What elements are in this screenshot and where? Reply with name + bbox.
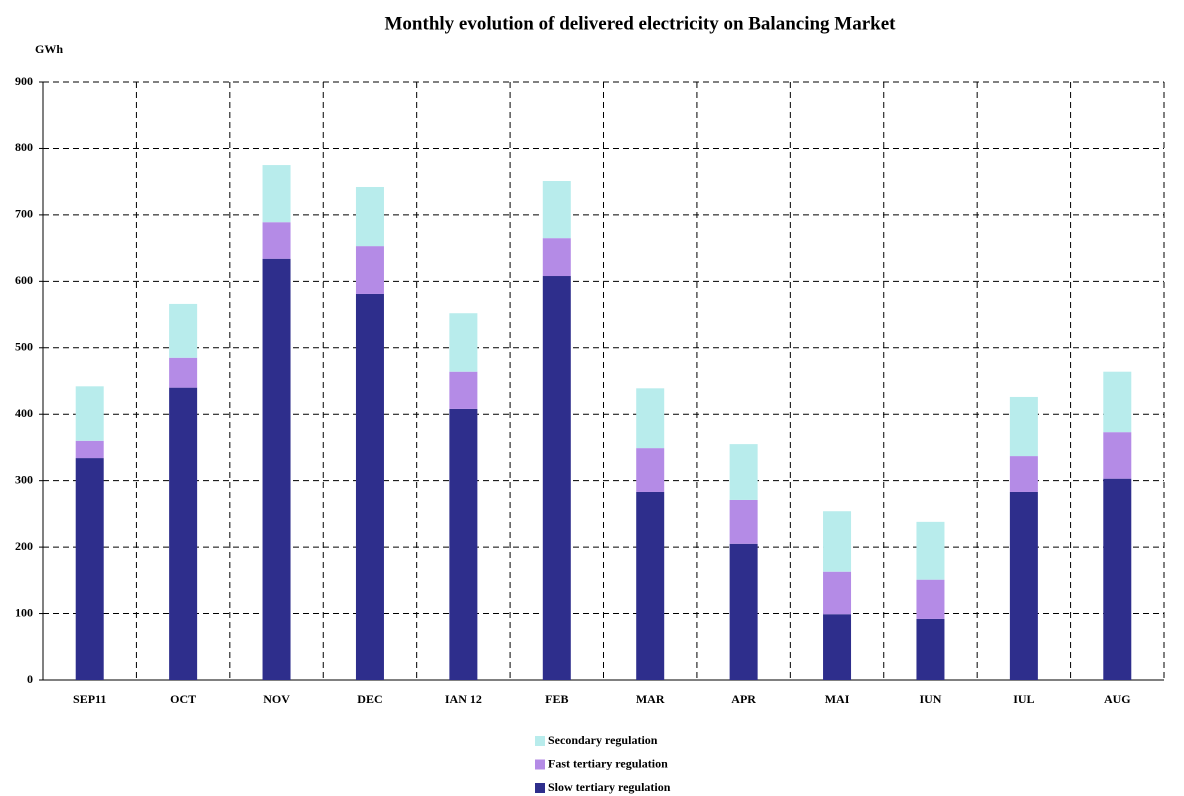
x-tick-label: MAI <box>825 692 850 706</box>
bar-segment <box>1009 456 1038 492</box>
legend-swatch <box>535 759 545 770</box>
bar-segment <box>449 313 478 372</box>
legend-label: Fast tertiary regulation <box>548 756 668 770</box>
bar-segment <box>169 357 198 388</box>
bar-segment <box>1103 432 1132 479</box>
bar-segment <box>823 571 852 615</box>
bar-segment <box>262 165 291 223</box>
y-tick-label: 0 <box>27 672 33 686</box>
x-tick-label: OCT <box>170 692 196 706</box>
bar-segment <box>542 276 571 680</box>
x-tick-label: DEC <box>357 692 382 706</box>
y-tick-label: 200 <box>15 539 33 553</box>
y-tick-label: 300 <box>15 472 33 486</box>
legend-label: Secondary regulation <box>548 733 658 747</box>
x-tick-label: APR <box>731 692 756 706</box>
x-tick-label: IUL <box>1013 692 1034 706</box>
bar-segment <box>1103 371 1132 433</box>
y-tick-label: 900 <box>15 74 33 88</box>
y-axis-label: GWh <box>35 42 63 56</box>
bar-segment <box>1009 491 1038 680</box>
y-tick-label: 600 <box>15 273 33 287</box>
bar-segment <box>75 458 104 680</box>
bar-segment <box>636 491 665 680</box>
x-tick-label: IAN 12 <box>445 692 482 706</box>
bar-segment <box>169 303 198 358</box>
legend-label: Slow tertiary regulation <box>548 780 671 794</box>
bar-segment <box>169 387 198 680</box>
x-tick-label: SEP11 <box>73 692 106 706</box>
bar-segment <box>355 186 384 247</box>
bar-segment <box>916 618 945 680</box>
x-tick-label: MAR <box>636 692 665 706</box>
x-tick-label: AUG <box>1104 692 1131 706</box>
bar-segment <box>729 499 758 544</box>
y-tick-label: 700 <box>15 207 33 221</box>
x-tick-label: NOV <box>263 692 290 706</box>
bar-segment <box>262 222 291 259</box>
bar-segment <box>355 246 384 294</box>
y-tick-label: 500 <box>15 340 33 354</box>
bar-segment <box>1009 396 1038 457</box>
bar-segment <box>75 386 104 441</box>
y-tick-label: 800 <box>15 140 33 154</box>
bar-segment <box>729 444 758 500</box>
legend-swatch <box>535 783 545 793</box>
bar-segment <box>542 181 571 239</box>
chart-title: Monthly evolution of delivered electrici… <box>385 13 897 34</box>
y-tick-label: 400 <box>15 406 33 420</box>
bar-segment <box>542 238 571 277</box>
x-tick-label: FEB <box>545 692 568 706</box>
bar-segment <box>823 511 852 572</box>
bar-segment <box>916 579 945 619</box>
bar-segment <box>729 543 758 680</box>
bar-segment <box>636 448 665 492</box>
bar-segment <box>916 521 945 580</box>
bar-segment <box>355 293 384 680</box>
bar-segment <box>449 408 478 680</box>
bar-segment <box>823 614 852 680</box>
bar-segment <box>75 440 104 459</box>
bar-segment <box>1103 478 1132 680</box>
bar-segment <box>262 258 291 680</box>
x-tick-label: IUN <box>919 692 941 706</box>
y-tick-label: 100 <box>15 605 33 619</box>
bar-segment <box>449 371 478 409</box>
legend-swatch <box>535 736 545 746</box>
bar-segment <box>636 388 665 449</box>
